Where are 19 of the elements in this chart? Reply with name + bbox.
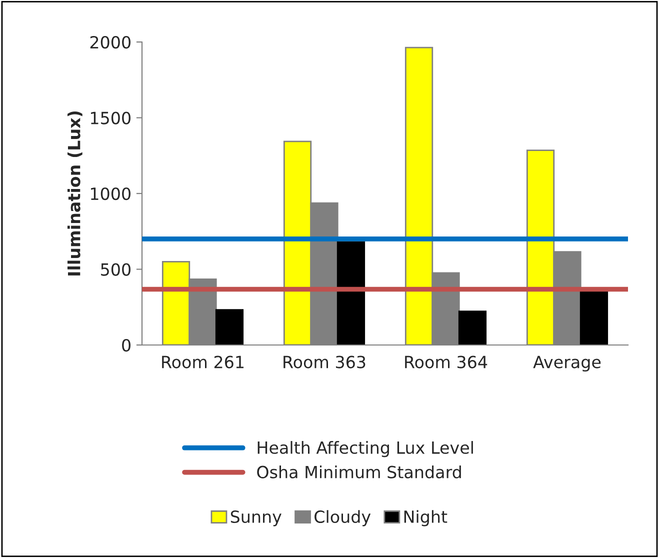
x-tick-label: Room 364 [405,356,488,368]
y-tick-label: 2000 [90,36,130,49]
y-tick-label: 1000 [90,187,130,200]
bar [580,290,608,345]
bar [458,310,487,345]
x-tick-label: Room 261 [162,356,244,368]
bar [336,241,366,345]
y-axis-title: Illumination (Lux) [67,111,82,276]
y-tick-label: 0 [122,338,130,352]
legend-label: Cloudy [314,510,371,526]
y-tick-label: 1500 [90,112,130,124]
bar [215,309,244,345]
y-tick-label: 500 [101,263,130,276]
x-tick-label: Room 363 [284,356,366,368]
legend-label: Health Affecting Lux Level [258,441,473,458]
x-tick-label: Average [533,356,601,372]
legend-label: Osha Minimum Standard [257,465,461,478]
legend-label: Sunny [230,510,282,526]
legend-label: Night [404,510,448,526]
